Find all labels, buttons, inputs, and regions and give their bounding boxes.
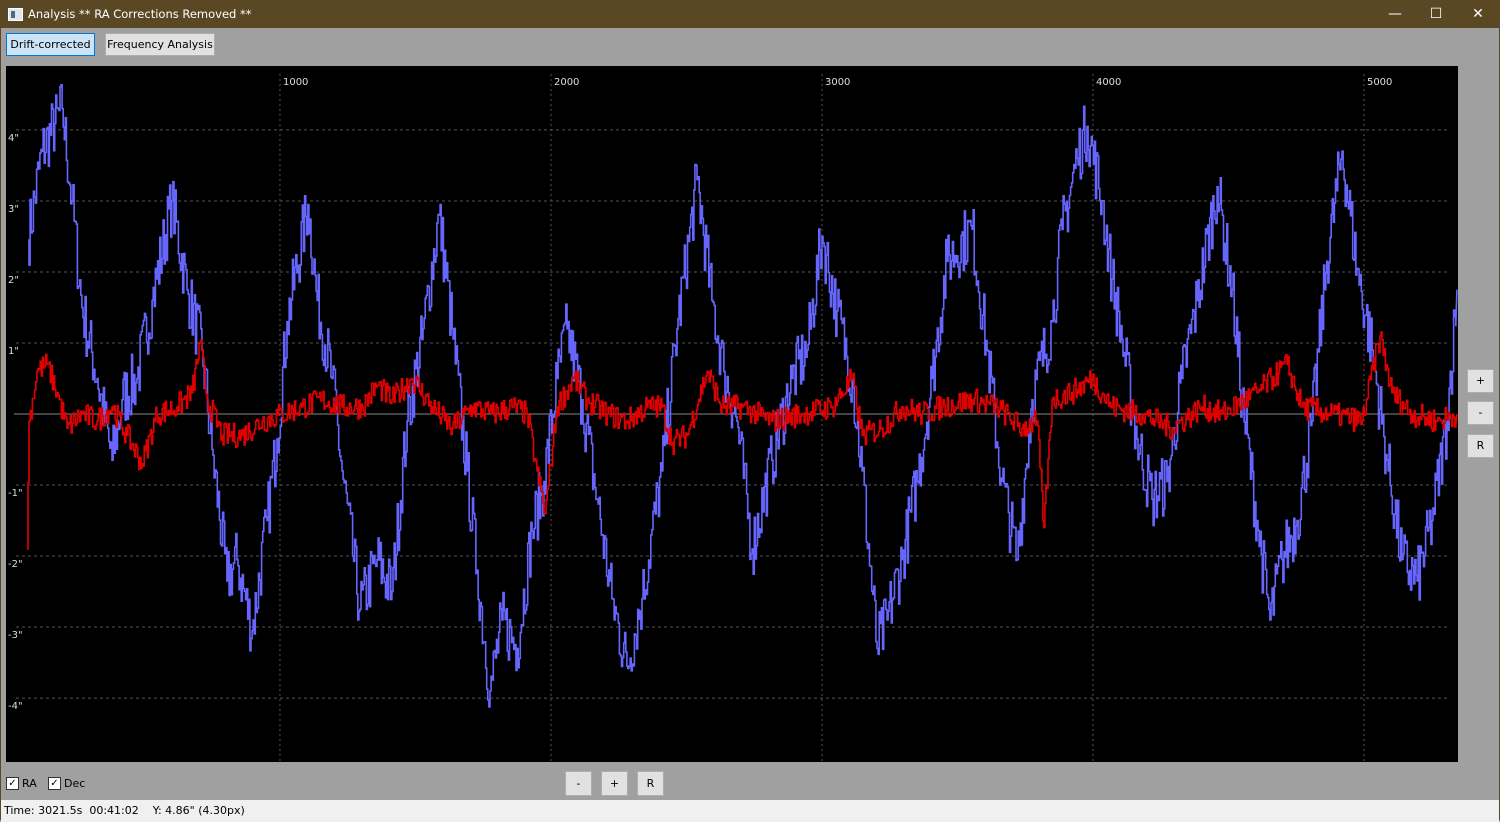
check-icon: ✓	[6, 777, 19, 790]
ra-checkbox-label: RA	[22, 777, 37, 790]
x-tick-label: 3000	[825, 77, 850, 88]
status-text: Time: 3021.5s 00:41:02 Y: 4.86" (4.30px)	[4, 804, 245, 817]
x-tick-label: 4000	[1096, 77, 1121, 88]
side-zoom-out-button[interactable]: -	[1467, 401, 1494, 425]
series-line-dec	[26, 331, 1458, 550]
chart-svg: 1000 2000 3000 4000 5000 4" 3" 2" 1" -1" -2" -3" -4"	[8, 74, 1458, 762]
close-button[interactable]: ✕	[1472, 6, 1484, 22]
x-tick-label: 5000	[1367, 77, 1392, 88]
side-reset-button[interactable]: R	[1467, 434, 1494, 458]
bottom-reset-button[interactable]: R	[637, 771, 664, 796]
dec-checkbox-label: Dec	[64, 777, 86, 790]
y-tick-label: -3"	[8, 630, 23, 641]
drift-chart[interactable]: 1000 2000 3000 4000 5000 4" 3" 2" 1" -1" -2" -3" -4"	[6, 66, 1458, 762]
dec-checkbox[interactable]: ✓ Dec	[48, 777, 85, 790]
tab-frequency-analysis[interactable]: Frequency Analysis	[105, 33, 215, 56]
series-line-ra	[28, 83, 1458, 708]
y-tick-label: 4"	[8, 133, 19, 144]
y-tick-label: -1"	[8, 488, 23, 499]
y-tick-label: -4"	[8, 701, 23, 712]
maximize-button[interactable]: ☐	[1429, 6, 1443, 22]
tab-drift-corrected[interactable]: Drift-corrected	[6, 33, 95, 56]
y-tick-label: 3"	[8, 204, 19, 215]
status-bar: Time: 3021.5s 00:41:02 Y: 4.86" (4.30px)	[1, 800, 1499, 822]
y-tick-label: -2"	[8, 559, 23, 570]
ra-checkbox[interactable]: ✓ RA	[6, 777, 37, 790]
minimize-button[interactable]: —	[1388, 6, 1402, 22]
app-icon	[8, 8, 23, 21]
check-icon: ✓	[48, 777, 61, 790]
side-zoom-in-button[interactable]: +	[1467, 369, 1494, 393]
x-tick-label: 1000	[283, 77, 308, 88]
window-title: Analysis ** RA Corrections Removed **	[28, 7, 252, 21]
y-tick-label: 2"	[8, 275, 19, 286]
title-bar: Analysis ** RA Corrections Removed ** — …	[0, 0, 1500, 28]
bottom-zoom-out-button[interactable]: -	[565, 771, 592, 796]
x-tick-label: 2000	[554, 77, 579, 88]
bottom-zoom-in-button[interactable]: +	[601, 771, 628, 796]
y-tick-label: 1"	[8, 346, 19, 357]
